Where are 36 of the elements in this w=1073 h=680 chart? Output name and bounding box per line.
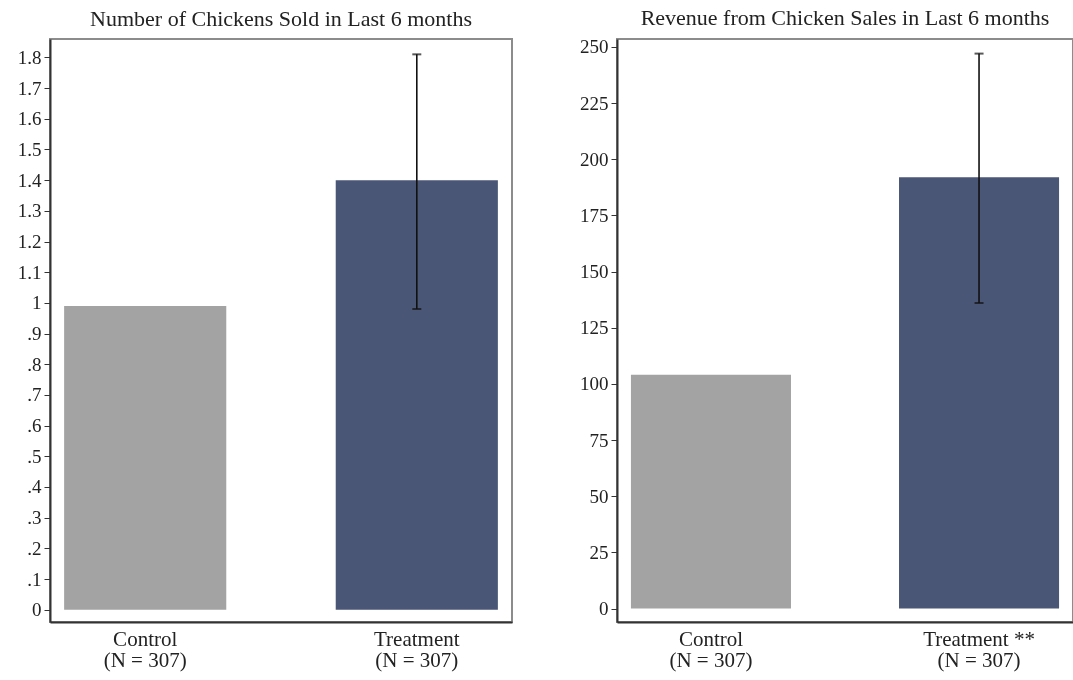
x-tick-label: Control (N = 307): [103, 626, 187, 672]
y-tick-label: .7: [27, 384, 42, 406]
y-tick-label: 1.4: [17, 169, 42, 191]
y-tick-label: 1.2: [17, 231, 42, 253]
x-tick-label: Treatment (N = 307): [374, 626, 460, 672]
x-tick-label: Control (N = 307): [669, 626, 753, 672]
y-tick-label: .2: [27, 537, 42, 559]
y-tick-label: 125: [580, 317, 609, 339]
y-tick-label: 1: [32, 292, 42, 314]
y-tick-label: 175: [580, 204, 609, 226]
y-tick-label: 100: [580, 373, 609, 395]
y-tick-label: 0: [599, 598, 609, 620]
y-tick-label: 0: [32, 599, 42, 621]
y-tick-label: .9: [27, 323, 42, 345]
y-tick-label: .5: [27, 445, 42, 467]
y-tick-label: .4: [27, 476, 42, 498]
y-tick-label: 150: [580, 261, 609, 283]
y-tick-label: .8: [27, 353, 42, 375]
y-tick-label: .6: [27, 415, 42, 437]
y-tick-label: 1.8: [17, 46, 42, 68]
y-tick-label: 75: [589, 429, 609, 451]
y-tick-label: 1.7: [17, 77, 42, 99]
y-tick-label: .1: [27, 568, 42, 590]
y-tick-label: 250: [580, 36, 609, 58]
y-tick-label: 1.6: [17, 108, 42, 130]
y-tick-label: 1.3: [17, 200, 42, 222]
x-tick-label: Treatment ** (N = 307): [923, 626, 1035, 672]
y-tick-label: 200: [580, 148, 609, 170]
y-tick-label: 1.1: [17, 261, 42, 283]
y-tick-label: 225: [580, 92, 609, 114]
chart-title: Number of Chickens Sold in Last 6 months: [90, 6, 472, 31]
y-tick-label: .3: [27, 507, 42, 529]
y-tick-label: 50: [589, 485, 609, 507]
chart-title: Revenue from Chicken Sales in Last 6 months: [640, 4, 1050, 30]
y-tick-label: 25: [589, 541, 609, 563]
y-tick-label: 1.5: [17, 138, 42, 160]
